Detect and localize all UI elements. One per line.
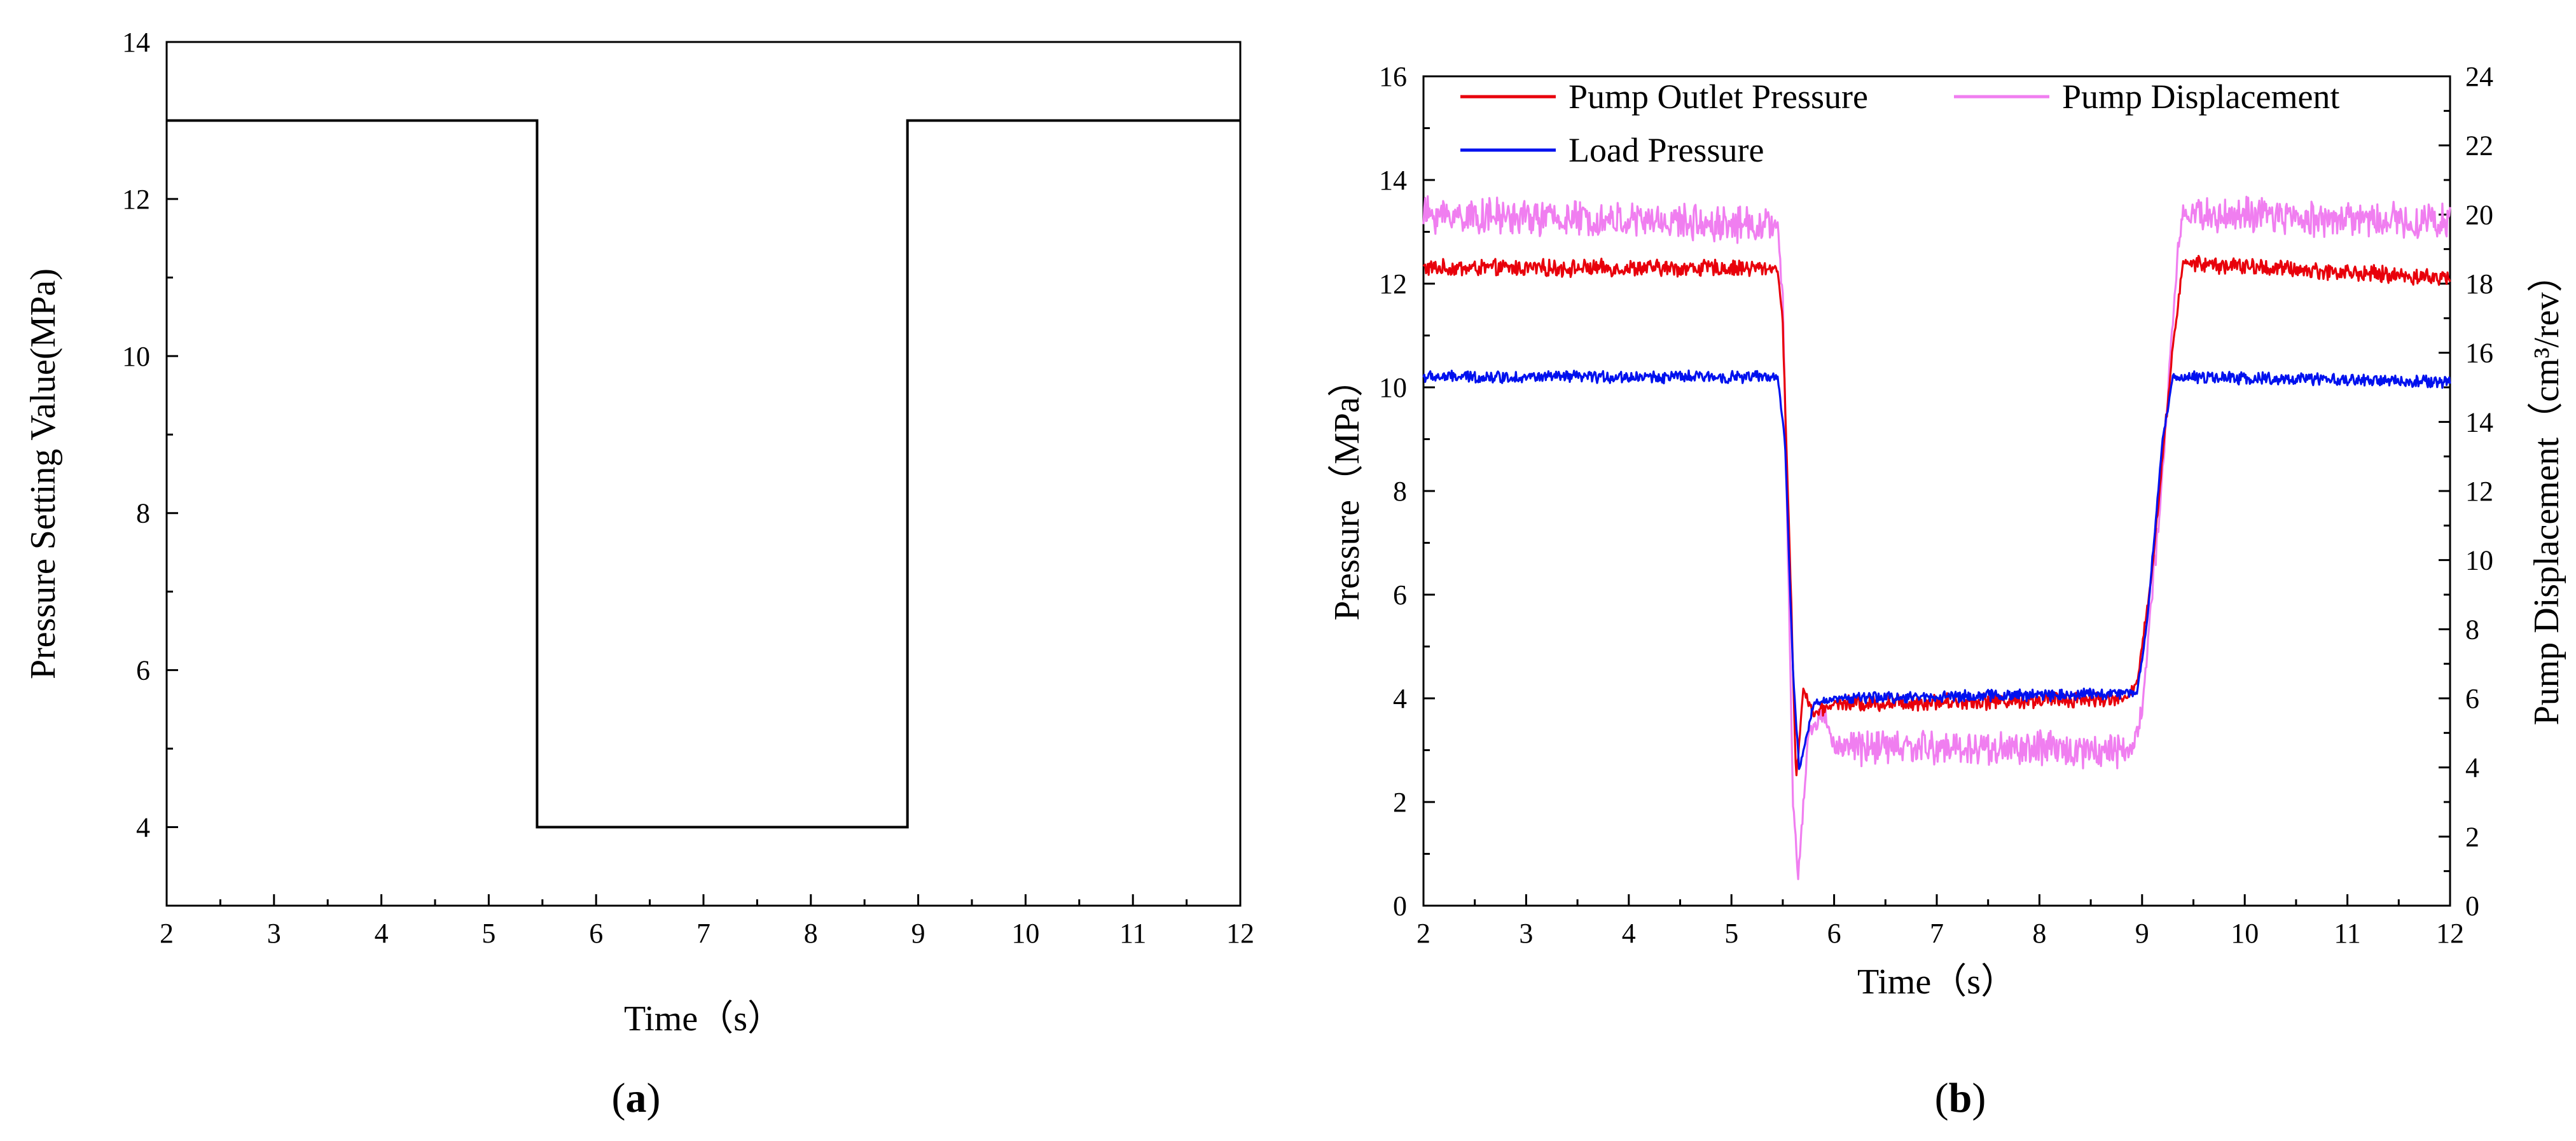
b-y-right-tick-label: 10	[2465, 545, 2493, 576]
a-x-tick-label: 12	[1226, 918, 1254, 949]
b-x-tick-label: 9	[2135, 918, 2149, 949]
b-y-tick-label: 2	[1393, 787, 1407, 818]
a-plot-frame	[165, 41, 1242, 907]
a-x-tick-label: 9	[911, 918, 925, 949]
b-y-right-tick-label: 14	[2465, 406, 2493, 438]
b-x-tick-label: 5	[1724, 918, 1738, 949]
b-y-right-tick-label: 0	[2465, 890, 2479, 922]
b-x-tick-label: 8	[2032, 918, 2046, 949]
a-y-axis-title: Pressure Setting Value(MPa)	[24, 268, 63, 679]
a-x-tick-label: 3	[267, 918, 281, 949]
b-legend-label: Pump Displacement	[2062, 78, 2339, 116]
b-x-tick-label: 2	[1416, 918, 1430, 949]
b-x-tick-label: 4	[1622, 918, 1636, 949]
b-panel-label: (b)	[1935, 1075, 1986, 1121]
b-y-right-tick-label: 6	[2465, 683, 2479, 714]
a-panel-letter: a	[626, 1075, 647, 1121]
a-x-tick-label: 5	[481, 918, 495, 949]
b-y-right-tick-label: 8	[2465, 614, 2479, 645]
b-y-right-tick-label: 12	[2465, 476, 2493, 507]
b-x-tick-label: 3	[1519, 918, 1533, 949]
b-y-tick-label: 14	[1379, 165, 1407, 196]
b-x-axis-title: Time（s）	[1857, 962, 2016, 1002]
a-x-tick-label: 2	[160, 918, 174, 949]
a-x-tick-label: 8	[804, 918, 818, 949]
b-series-line-load-pressure	[1422, 369, 2451, 770]
b-y-right-tick-label: 2	[2465, 821, 2479, 852]
panel-b-chart: 2 3 4 5 6 7 8 9 10 11 1202468101214160246810121416…	[1327, 61, 2566, 1121]
b-y-right-tick-label: 18	[2465, 268, 2493, 300]
a-series-line	[167, 119, 1240, 829]
a-x-tick-label: 10	[1011, 918, 1039, 949]
b-y-right-tick-label: 4	[2465, 752, 2479, 784]
b-x-tick-label: 12	[2436, 918, 2464, 949]
b-legend-label: Load Pressure	[1568, 131, 1764, 169]
b-y-right-tick-label: 20	[2465, 199, 2493, 230]
b-x-tick-label: 6	[1827, 918, 1841, 949]
b-y-tick-label: 0	[1393, 890, 1407, 922]
b-plot-frame	[1422, 75, 2451, 907]
panel-a-chart: 2 3 4 5 6 7 8 9 10 11 12 4 6 8 10 12 14 Time（s） Pressure S…	[24, 27, 1254, 1121]
b-y-tick-label: 12	[1379, 268, 1407, 300]
b-y-right-tick-label: 22	[2465, 130, 2493, 162]
b-x-tick-label: 10	[2231, 918, 2259, 949]
b-y-tick-label: 4	[1393, 683, 1407, 714]
b-legend-item: Pump Outlet Pressure	[1460, 78, 1868, 116]
b-y-tick-label: 6	[1393, 579, 1407, 611]
b-legend-item: Pump Displacement	[1954, 78, 2339, 116]
a-x-axis-title: Time（s）	[624, 999, 783, 1039]
a-y-tick-label: 4	[136, 812, 150, 843]
b-legend-item: Load Pressure	[1460, 131, 1764, 169]
b-y-tick-label: 10	[1379, 372, 1407, 403]
b-y-right-tick-label: 16	[2465, 338, 2493, 369]
b-x-tick-label: 11	[2334, 918, 2360, 949]
a-x-tick-label: 7	[696, 918, 710, 949]
b-y-right-axis-title: Pump Displacement（cm³/rev）	[2527, 257, 2566, 726]
b-y-axis-title: Pressure（MPa）	[1327, 361, 1367, 621]
a-y-tick-label: 8	[136, 498, 150, 529]
b-x-tick-label: 7	[1930, 918, 1944, 949]
b-series-line-pump-outlet-pressure	[1422, 254, 2451, 777]
a-y-tick-label: 14	[122, 27, 150, 58]
a-x-tick-label: 4	[375, 918, 389, 949]
a-x-tick-label: 6	[589, 918, 603, 949]
b-y-tick-label: 8	[1393, 476, 1407, 507]
b-series-line-pump-displacement	[1422, 195, 2451, 880]
a-x-tick-label: 11	[1119, 918, 1146, 949]
a-y-tick-label: 12	[122, 184, 150, 215]
a-y-tick-label: 6	[136, 655, 150, 686]
a-panel-label: (a)	[612, 1075, 661, 1121]
b-legend-label: Pump Outlet Pressure	[1568, 78, 1868, 116]
b-panel-letter: b	[1949, 1075, 1972, 1121]
a-y-tick-label: 10	[122, 341, 150, 372]
b-y-right-tick-label: 24	[2465, 61, 2493, 92]
b-y-tick-label: 16	[1379, 61, 1407, 92]
